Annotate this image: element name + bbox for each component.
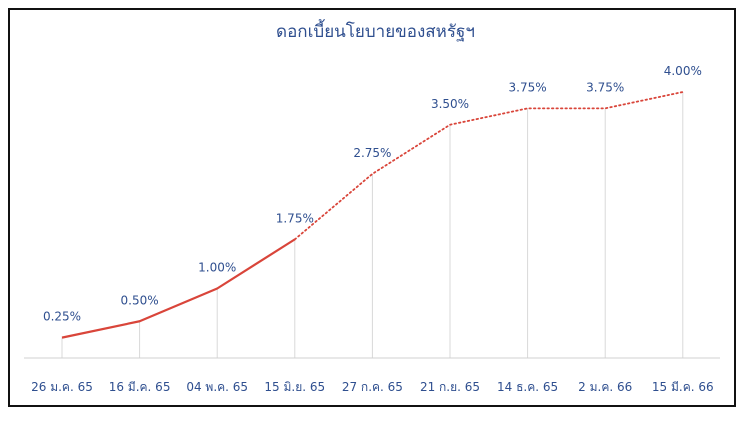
x-tick-label: 27 ก.ค. 65 [342, 380, 403, 394]
x-tick-label: 14 ธ.ค. 65 [497, 380, 558, 394]
data-label: 3.50% [431, 97, 469, 111]
data-label: 2.75% [353, 146, 391, 160]
x-tick-label: 21 ก.ย. 65 [420, 380, 480, 394]
chart-title: ดอกเบี้ยนโยบายของสหรัฐฯ [276, 22, 475, 42]
x-tick-label: 15 มี.ค. 66 [652, 380, 714, 394]
data-label: 1.75% [276, 211, 314, 225]
x-tick-label: 15 มิ.ย. 65 [264, 380, 325, 394]
data-label: 0.25% [43, 310, 81, 324]
data-label: 4.00% [664, 64, 702, 78]
data-label: 3.75% [509, 80, 547, 94]
data-label: 0.50% [121, 293, 159, 307]
x-tick-label: 26 ม.ค. 65 [31, 380, 93, 394]
series-line-actual [61, 238, 296, 339]
data-label: 1.00% [198, 261, 236, 275]
data-label: 3.75% [586, 80, 624, 94]
x-tick-label: 2 ม.ค. 66 [578, 380, 632, 394]
x-tick-label: 16 มี.ค. 65 [109, 380, 171, 394]
x-tick-label: 04 พ.ค. 65 [186, 380, 248, 394]
series-line-projected [293, 91, 684, 241]
